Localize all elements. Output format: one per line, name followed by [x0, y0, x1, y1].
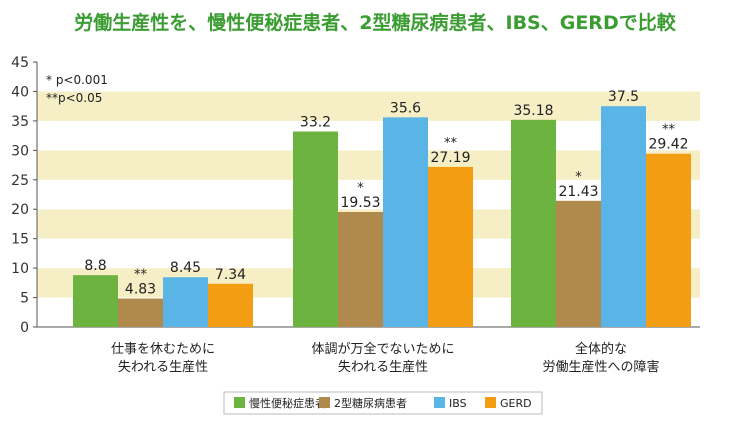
data-label: 35.18 [513, 103, 553, 119]
x-category-label: 労働生産性への障害 [542, 359, 659, 375]
bar [338, 211, 383, 327]
category-labels: 仕事を休むために失われる生産性体調が万全でないために失われる生産性全体的な労働生… [111, 341, 660, 375]
significance-note: **p<0.05 [46, 91, 102, 105]
x-category-label: 仕事を休むために [111, 342, 215, 357]
significance-notes: * p<0.001 **p<0.05 [46, 73, 108, 105]
bar [511, 119, 556, 327]
data-label: 21.43 [558, 184, 598, 200]
y-tick-label: 35 [11, 114, 29, 130]
bar [556, 200, 601, 327]
y-tick-label: 15 [11, 232, 29, 248]
chart-title: 労働生産性を、慢性便秘症患者、2型糖尿病患者、IBS、GERDで比較 [74, 12, 676, 34]
legend-swatch [434, 397, 445, 408]
legend: 慢性便秘症患者 2型糖尿病患者 IBS GERD [223, 391, 543, 415]
grid-band [37, 62, 700, 92]
legend-box [223, 391, 543, 415]
bar [293, 131, 338, 327]
bar [163, 277, 208, 327]
legend-label: IBS [449, 397, 467, 410]
value-labels: 8.84.83** 8.45 7.3433.219.53*35.627.19**35… [84, 89, 688, 297]
legend-swatch [485, 397, 496, 408]
y-tick-label: 0 [20, 320, 29, 336]
significance-mark: ** [662, 123, 676, 138]
y-tick-label: 45 [11, 55, 29, 71]
x-category-label: 失われる生産性 [338, 359, 428, 375]
data-label: 27.19 [430, 150, 470, 166]
x-category-label: 全体的な [575, 341, 627, 357]
data-label: 8.8 [84, 258, 106, 274]
legend-label: 2型糖尿病患者 [334, 396, 407, 410]
data-label: 8.45 [170, 260, 201, 276]
y-tick-label: 10 [11, 261, 29, 277]
bar [208, 283, 253, 327]
bar [428, 166, 473, 327]
bars [73, 106, 691, 328]
legend-swatch [234, 397, 245, 408]
y-tick-label: 40 [11, 84, 29, 100]
bar [383, 117, 428, 327]
data-label: 33.2 [300, 114, 331, 130]
legend-label: GERD [500, 397, 532, 410]
legend-label: 慢性便秘症患者 [249, 396, 326, 410]
data-label: 7.34 [215, 267, 246, 283]
significance-mark: ** [444, 136, 458, 151]
legend-swatch [319, 397, 330, 408]
grid-band [37, 120, 700, 151]
y-tick-label: 5 [20, 291, 29, 307]
data-label: 19.53 [340, 195, 380, 211]
bar [601, 106, 646, 328]
data-label: 35.6 [390, 100, 421, 116]
x-category-label: 失われる生産性 [118, 359, 208, 375]
y-tick-label: 20 [11, 202, 29, 218]
grid-band [37, 150, 700, 180]
data-label: 29.42 [648, 137, 688, 153]
grid-band [37, 91, 700, 121]
x-category-label: 体調が万全でないために [311, 341, 454, 357]
significance-mark: ** [134, 268, 148, 283]
data-label: 4.83 [125, 282, 156, 298]
y-tick-label: 30 [11, 143, 29, 159]
bar [646, 153, 691, 327]
significance-mark: * [575, 170, 582, 185]
data-label: 37.5 [608, 89, 639, 105]
bar [73, 275, 118, 327]
y-tick-label: 25 [11, 173, 29, 189]
significance-note: * p<0.001 [46, 73, 108, 87]
bar [118, 298, 163, 327]
significance-mark: * [357, 181, 364, 196]
